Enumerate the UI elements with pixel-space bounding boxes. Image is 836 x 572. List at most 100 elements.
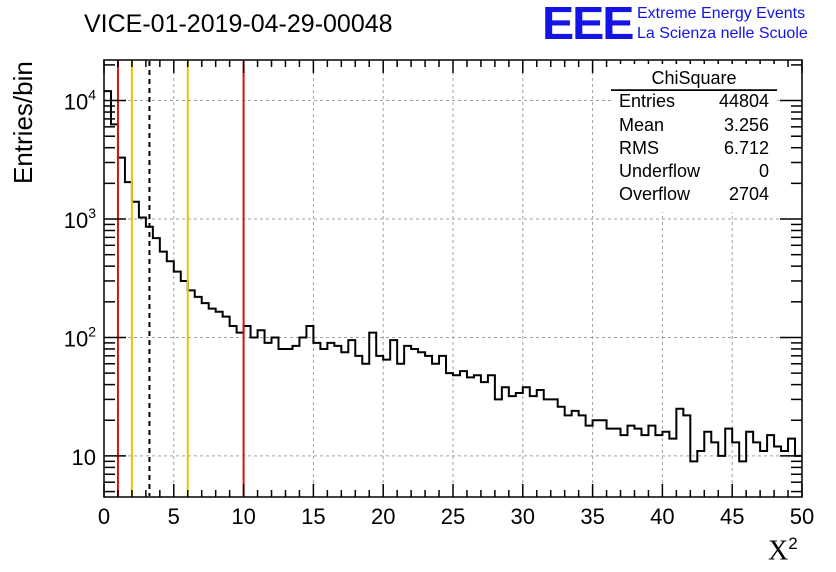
- axes-frame: [103, 59, 803, 498]
- histogram-bin: [411, 349, 418, 497]
- histogram-bin: [648, 426, 655, 497]
- histogram-bin: [362, 364, 369, 497]
- histogram-bin: [634, 429, 641, 497]
- stats-value: 2704: [728, 184, 769, 204]
- y-tick-label: 102: [64, 323, 96, 351]
- histogram-bin: [223, 317, 230, 497]
- x-axis-label-superscript: 2: [788, 534, 798, 553]
- histogram-bin: [662, 432, 669, 497]
- histogram-bin: [299, 337, 306, 497]
- histogram-bin: [355, 356, 362, 497]
- histogram-bin: [669, 439, 676, 497]
- histogram-bin: [565, 415, 572, 497]
- histogram-bin: [188, 290, 195, 497]
- x-tick-label: 35: [580, 504, 604, 529]
- histogram-bin: [474, 375, 481, 497]
- histogram-bin: [181, 281, 188, 497]
- histogram-bin: [111, 124, 118, 497]
- histogram-bin: [160, 252, 167, 497]
- histogram-bin: [376, 356, 383, 497]
- y-tick-base: 10: [64, 90, 88, 115]
- histogram-bin: [739, 461, 746, 497]
- histogram-bin: [279, 349, 286, 497]
- histogram-bin: [544, 399, 551, 497]
- histogram-bin: [446, 373, 453, 497]
- y-tick-label: 104: [64, 87, 96, 115]
- histogram-bin: [746, 432, 753, 497]
- histogram-bin: [216, 312, 223, 497]
- histogram-layer: [104, 90, 802, 497]
- histogram-bin: [174, 272, 181, 497]
- histogram-bin: [272, 337, 279, 497]
- histogram-bin: [202, 303, 209, 497]
- histogram-bin: [306, 326, 313, 497]
- x-tick-label: 0: [98, 504, 110, 529]
- histogram-bin: [530, 396, 537, 497]
- histogram-bin: [516, 393, 523, 497]
- histogram-bin: [593, 420, 600, 497]
- histogram-bin: [292, 346, 299, 497]
- histogram-bin: [153, 238, 160, 497]
- stats-key: Overflow: [619, 184, 691, 204]
- histogram-bin: [572, 411, 579, 497]
- histogram-bin: [285, 349, 292, 497]
- histogram-bin: [244, 326, 251, 497]
- histogram-bin: [209, 309, 216, 497]
- stats-value: 3.256: [723, 115, 769, 135]
- stats-row-entries: Entries 44804: [619, 91, 769, 114]
- histogram-bin: [348, 340, 355, 497]
- histogram-bin: [753, 442, 760, 497]
- y-tick-base: 10: [64, 208, 88, 233]
- logo-line-2: La Scienza nelle Scuole: [637, 25, 808, 42]
- x-tick-label: 40: [650, 504, 674, 529]
- histogram-bin: [767, 435, 774, 497]
- stats-frame: [611, 89, 777, 91]
- histogram-bin: [432, 364, 439, 497]
- histogram-bin: [237, 333, 244, 497]
- histogram-bin: [265, 343, 272, 497]
- y-tick-exponent: 2: [88, 323, 96, 339]
- x-tick-label: 25: [441, 504, 465, 529]
- stats-key: Underflow: [619, 161, 701, 181]
- x-axis-label: X2: [768, 534, 798, 567]
- logo-mark: EEE: [542, 0, 634, 49]
- histogram-bin: [334, 346, 341, 497]
- histogram-bin: [579, 415, 586, 497]
- chart-title: VICE-01-2019-04-29-00048: [84, 10, 393, 38]
- histogram-bin: [697, 451, 704, 497]
- histogram-bin: [369, 333, 376, 497]
- histogram-bin: [641, 435, 648, 497]
- histogram-bin: [132, 202, 139, 497]
- histogram-bin: [621, 435, 628, 497]
- histogram-bin: [453, 375, 460, 497]
- histogram-bin: [607, 429, 614, 497]
- histogram-bin: [628, 426, 635, 497]
- histogram-bin: [600, 420, 607, 497]
- y-axis-label: Entries/bin: [8, 61, 38, 184]
- histogram-bin: [558, 407, 565, 497]
- histogram-bin: [118, 158, 125, 497]
- y-tick-label: 10: [72, 445, 96, 470]
- histogram-bin: [418, 352, 425, 497]
- y-tick-base: 10: [72, 445, 96, 470]
- histogram-bin: [537, 390, 544, 497]
- histogram-bin: [781, 451, 788, 497]
- histogram-bin: [690, 461, 697, 497]
- y-tick-exponent: 4: [88, 87, 96, 103]
- histogram-bin: [509, 396, 516, 497]
- histogram-bin: [774, 447, 781, 497]
- stats-value: 44804: [718, 91, 769, 111]
- histogram-bin: [390, 340, 397, 497]
- histogram-bin: [760, 451, 767, 497]
- vertical-markers: [116, 61, 245, 496]
- stats-key: Mean: [619, 115, 665, 135]
- stats-key: RMS: [619, 138, 659, 158]
- histogram-bin: [502, 387, 509, 497]
- histogram-bin: [439, 356, 446, 497]
- stats-value: 0: [758, 161, 769, 181]
- stats-title: ChiSquare: [651, 68, 737, 88]
- x-tick-label: 15: [301, 504, 325, 529]
- logo-line-1: Extreme Energy Events: [637, 5, 806, 22]
- x-tick-label: 5: [168, 504, 180, 529]
- x-tick-label: 30: [511, 504, 535, 529]
